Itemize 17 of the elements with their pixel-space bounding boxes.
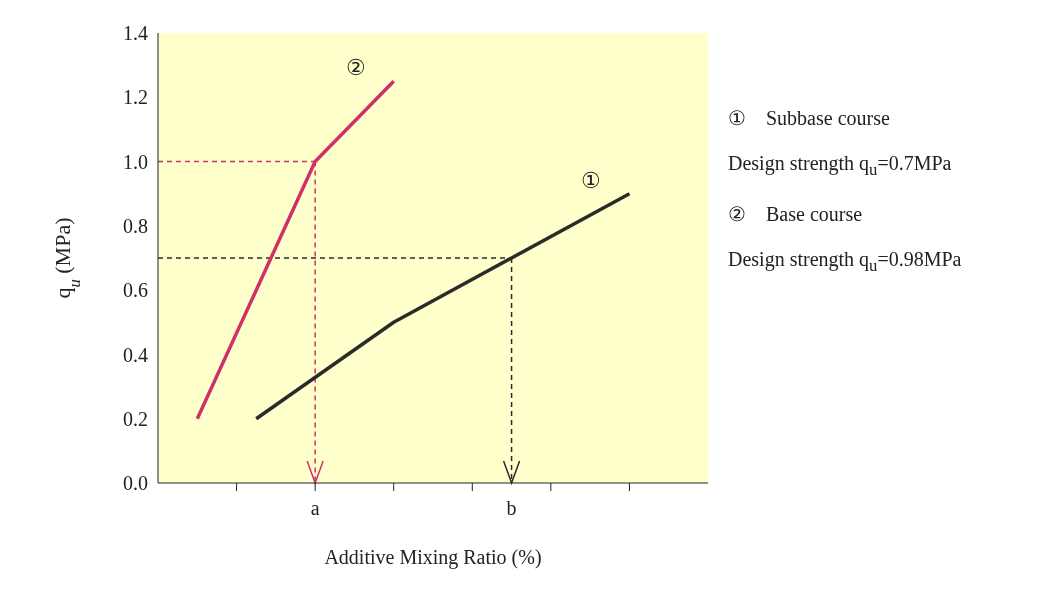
y-tick-label: 1.4 <box>123 22 148 45</box>
text: Design strength q$_{u}$=0.7MPa <box>728 151 953 181</box>
text: ② Base course <box>728 202 864 227</box>
x-axis-title: Additive Mixing Ratio (%) <box>324 546 542 569</box>
y-tick-label: 0.4 <box>123 343 148 366</box>
y-tick-label: 1.2 <box>123 86 148 109</box>
series-label: ① <box>581 167 602 193</box>
y-tick-label: 0.8 <box>123 214 148 237</box>
y-tick-label: 0.2 <box>123 407 148 430</box>
x-tick-label: b <box>506 497 517 519</box>
x-tick-label: a <box>310 497 320 519</box>
y-tick-label: 0.6 <box>123 279 148 302</box>
text: ① Subbase course <box>728 106 891 131</box>
text: Design strength q$_{u}$=0.98MPa <box>728 247 962 277</box>
y-tick-label: 0.0 <box>123 472 148 495</box>
series-label: ② <box>345 55 366 81</box>
y-tick-label: 1.0 <box>123 150 148 173</box>
